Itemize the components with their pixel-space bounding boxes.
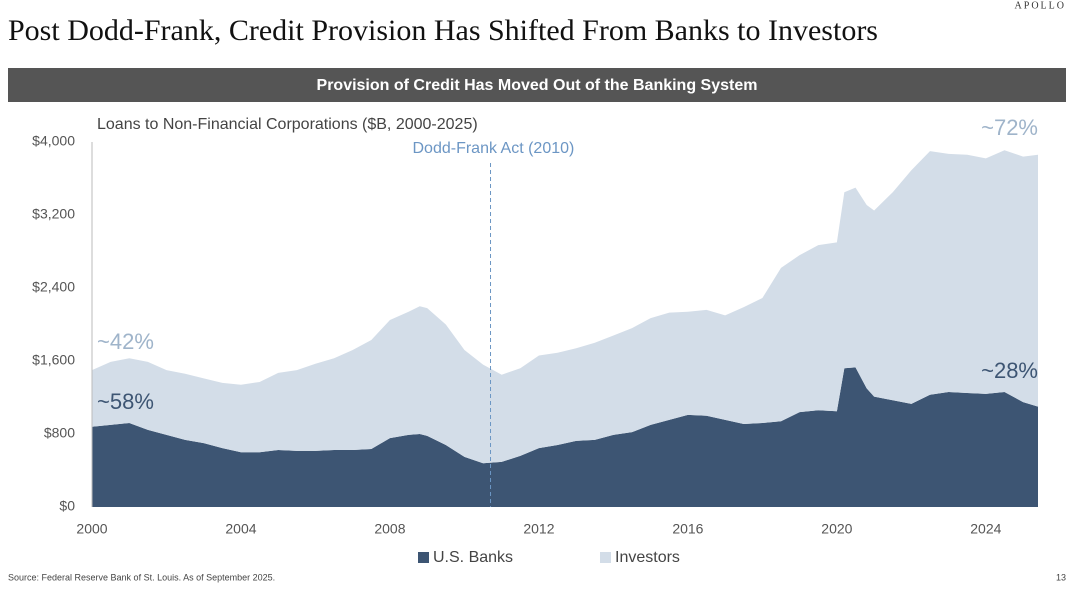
x-tick-label: 2004 — [225, 521, 256, 537]
x-tick-label: 2016 — [672, 521, 703, 537]
page-title: Post Dodd-Frank, Credit Provision Has Sh… — [8, 14, 878, 47]
page-number: 13 — [1056, 572, 1066, 582]
area — [92, 367, 1038, 507]
y-tick-label: $3,200 — [32, 206, 75, 222]
x-tick-label: 2000 — [76, 521, 107, 537]
banner: Provision of Credit Has Moved Out of the… — [317, 77, 758, 94]
event-label: Dodd-Frank Act (2010) — [413, 140, 575, 157]
annotation: ~72% — [981, 115, 1038, 140]
annotation: ~58% — [97, 389, 154, 414]
legend-swatch — [418, 552, 429, 563]
x-tick-label: 2008 — [374, 521, 405, 537]
chart-subtitle: Loans to Non-Financial Corporations ($B,… — [97, 116, 478, 133]
brand: APOLLO — [1015, 0, 1066, 11]
annotation: ~28% — [981, 358, 1038, 383]
legend-swatch — [600, 552, 611, 563]
legend-label: U.S. Banks — [433, 549, 513, 566]
x-tick-label: 2020 — [821, 521, 852, 537]
y-tick-label: $2,400 — [32, 279, 75, 295]
annotation: ~42% — [97, 329, 154, 354]
x-tick-label: 2024 — [970, 521, 1001, 537]
y-tick-label: $0 — [59, 498, 75, 514]
y-tick-label: $1,600 — [32, 352, 75, 368]
banner-bg — [8, 68, 1066, 102]
area — [92, 150, 1038, 464]
legend-label: Investors — [615, 549, 680, 566]
y-tick-label: $4,000 — [32, 133, 75, 149]
y-tick-label: $800 — [44, 425, 75, 441]
x-tick-label: 2012 — [523, 521, 554, 537]
source: Source: Federal Reserve Bank of St. Loui… — [8, 572, 275, 582]
